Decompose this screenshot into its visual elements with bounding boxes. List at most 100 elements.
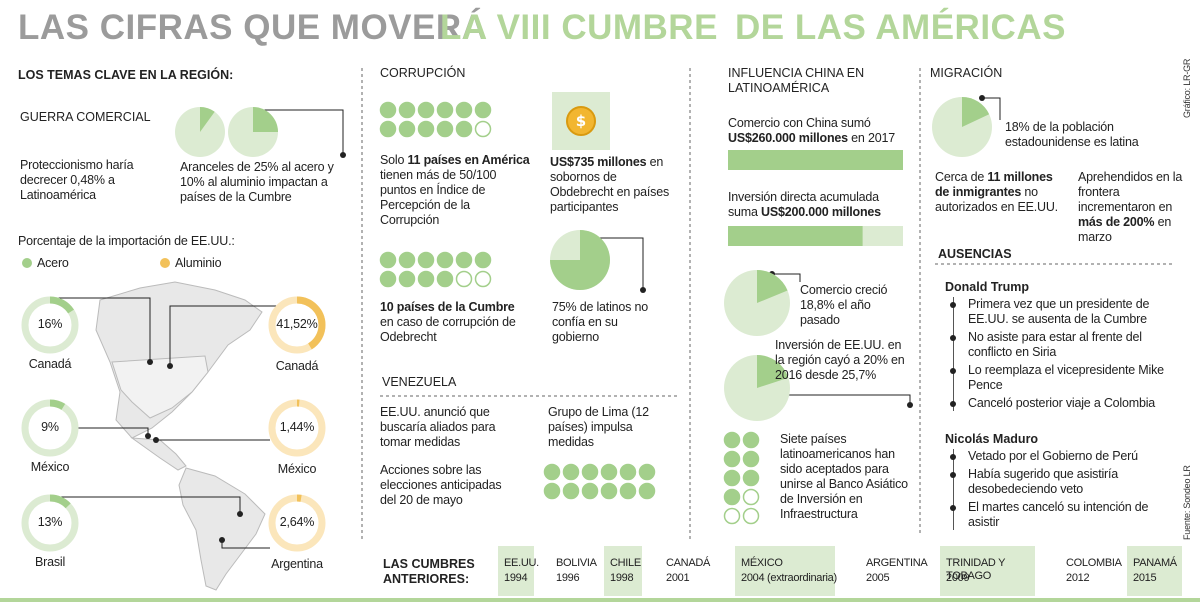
section-heading: AUSENCIAS bbox=[938, 247, 1012, 261]
connector bbox=[775, 394, 911, 405]
text: Siete países latinoamericanos han sido a… bbox=[780, 432, 908, 521]
summit-place: MÉXICO bbox=[741, 557, 783, 569]
summit-place: EE.UU. bbox=[504, 557, 539, 569]
legend-swatch bbox=[22, 258, 32, 268]
dot-empty bbox=[474, 270, 492, 288]
timeline-band bbox=[1127, 546, 1182, 596]
text: Comercio creció 18,8% el año pasado bbox=[800, 283, 888, 327]
section-heading: VENEZUELA bbox=[382, 375, 457, 389]
summit-year: 1996 bbox=[556, 572, 580, 584]
subheading: GUERRA COMERCIAL bbox=[20, 110, 151, 124]
dot-filled bbox=[398, 270, 416, 288]
country-label: México bbox=[277, 462, 317, 476]
country-label: México bbox=[30, 460, 70, 474]
connectors bbox=[50, 97, 1001, 549]
dot-filled bbox=[436, 120, 454, 138]
text: Proteccionismo haría decrecer 0,48% a La… bbox=[20, 158, 134, 202]
connector bbox=[50, 496, 241, 514]
pie-slice bbox=[757, 355, 789, 388]
item-list: Vetado por el Gobierno de Perú Había suge… bbox=[950, 449, 1175, 530]
subheading: Porcentaje de la importación de EE.UU.: bbox=[18, 234, 235, 248]
dot-filled bbox=[562, 482, 580, 500]
summit-place: TRINIDAD Y TOBAGO bbox=[946, 557, 1005, 582]
map-central-america bbox=[130, 437, 187, 471]
donut-arc bbox=[268, 296, 326, 354]
dot-filled bbox=[742, 469, 760, 487]
title: LA VIII CUMBRE bbox=[440, 8, 718, 47]
person: Nicolás Maduro Vetado por el Gobierno de … bbox=[945, 432, 1175, 533]
summit-year: 1998 bbox=[610, 572, 634, 584]
text-segment: en caso de corrupción de Odebrecht bbox=[380, 315, 516, 344]
map-south-america bbox=[178, 467, 266, 591]
dot-filled bbox=[474, 101, 492, 119]
dot-filled bbox=[417, 270, 435, 288]
dot-filled bbox=[723, 431, 741, 449]
pie-slice bbox=[962, 97, 990, 127]
credit: Gráfico: LR-GR bbox=[1182, 58, 1192, 118]
donut-label: 2,64% bbox=[279, 515, 315, 529]
text-segment: en marzo bbox=[1078, 215, 1172, 244]
text-segment: en 2017 bbox=[847, 131, 895, 145]
donut-arc bbox=[268, 399, 326, 457]
list-item: No asiste para estar al frente del confl… bbox=[950, 330, 1175, 360]
connector-dot bbox=[147, 359, 153, 365]
timeline-label: LAS CUMBRES ANTERIORES: bbox=[383, 557, 475, 586]
donut-arc bbox=[21, 494, 79, 552]
dot-filled bbox=[638, 463, 656, 481]
donut-label: 41,52% bbox=[276, 317, 318, 331]
text-segment: US$200.000 millones bbox=[761, 205, 881, 219]
dot-filled bbox=[543, 482, 561, 500]
summit-year: 2012 bbox=[1066, 572, 1090, 584]
donut-label: 9% bbox=[41, 420, 59, 434]
connector bbox=[772, 273, 801, 282]
connector-dot bbox=[907, 402, 913, 408]
dot-filled bbox=[398, 120, 416, 138]
dot-filled bbox=[379, 251, 397, 269]
dot-filled bbox=[638, 482, 656, 500]
text-segment: US$735 millones bbox=[550, 155, 647, 169]
summit-place: PANAMÁ bbox=[1133, 557, 1177, 569]
text: Cerca de 11 millones de inmigrantes no a… bbox=[935, 170, 1065, 215]
list-item: Canceló posterior viaje a Colombia bbox=[950, 396, 1175, 411]
dot-filled bbox=[398, 251, 416, 269]
list-item: Lo reemplaza el vicepresidente Mike Penc… bbox=[950, 363, 1175, 393]
connector-dots bbox=[145, 95, 985, 543]
title: DE LAS AMÉRICAS bbox=[735, 8, 1066, 47]
legend-swatch bbox=[160, 258, 170, 268]
section-heading: LOS TEMAS CLAVE EN LA REGIÓN: bbox=[18, 68, 234, 82]
country-label: Canadá bbox=[28, 357, 72, 371]
dot-empty bbox=[742, 488, 760, 506]
connector-dot bbox=[237, 511, 243, 517]
dot-filled bbox=[398, 101, 416, 119]
country-label: Brasil bbox=[34, 555, 66, 569]
pie-slice bbox=[757, 270, 788, 303]
text: US$735 millones en sobornos de Obdebrech… bbox=[550, 155, 680, 215]
item-list: Primera vez que un presidente de EE.UU. … bbox=[950, 297, 1175, 411]
americas-map bbox=[95, 281, 266, 591]
summit-year: 1994 bbox=[504, 572, 528, 584]
coin-symbol: $ bbox=[576, 112, 586, 130]
text: Acciones sobre las elecciones anticipada… bbox=[380, 463, 502, 507]
summit-year: 2001 bbox=[666, 572, 690, 584]
section-heading: CORRUPCIÓN bbox=[380, 66, 466, 80]
summit-place: COLOMBIA bbox=[1066, 557, 1122, 569]
dot-filled bbox=[600, 482, 618, 500]
text: 75% de latinos no confía en su gobierno bbox=[552, 300, 648, 344]
text-segment: 11 millones de inmigrantes bbox=[935, 170, 1053, 199]
text-segment: no autorizados en EE.UU. bbox=[935, 185, 1058, 214]
connector-dot bbox=[167, 363, 173, 369]
connector-dot bbox=[340, 152, 346, 158]
text-segment: 10 países de la Cumbre bbox=[380, 300, 515, 314]
text: Aranceles de 25% al acero y 10% al alumi… bbox=[180, 160, 334, 204]
pie-slice bbox=[550, 230, 610, 290]
legend-label: Aluminio bbox=[175, 256, 222, 270]
dot-filled bbox=[619, 463, 637, 481]
donut-arc bbox=[21, 296, 79, 354]
dot-empty bbox=[742, 507, 760, 525]
text-segment: Aprehendidos en la frontera incrementaro… bbox=[1078, 170, 1183, 214]
text-segment: Solo bbox=[380, 153, 408, 167]
list-item: El martes canceló su intención de asisti… bbox=[950, 500, 1175, 530]
pie-slice bbox=[200, 107, 215, 132]
dot-filled bbox=[742, 450, 760, 468]
